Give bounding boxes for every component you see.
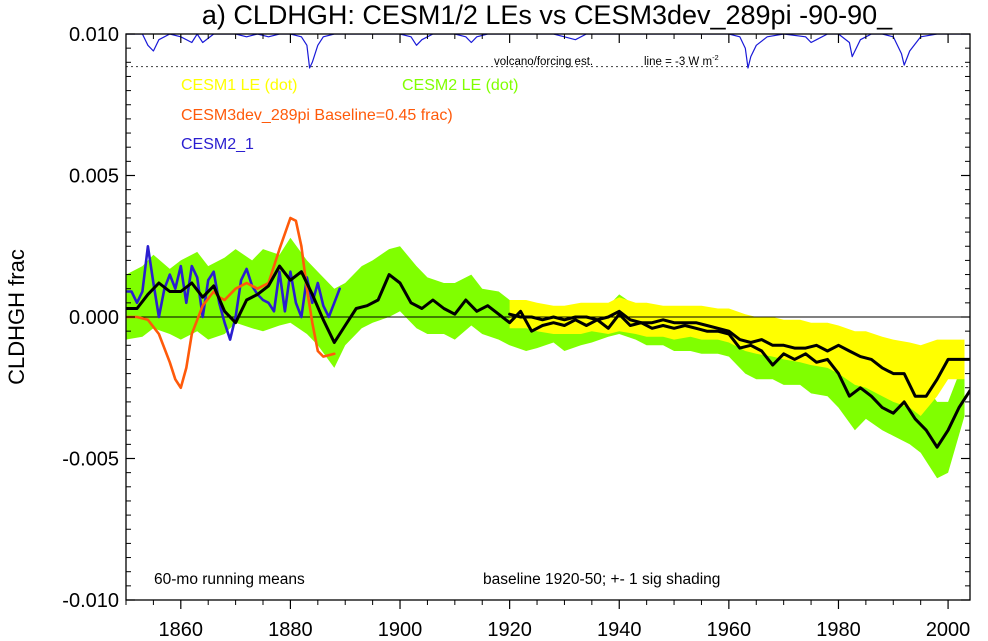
x-tick-label: 1900 <box>378 619 423 641</box>
series-lines <box>126 34 970 449</box>
x-tick-label: 1960 <box>707 619 752 641</box>
x-tick-label: 1880 <box>268 619 313 641</box>
legend-cesm2-le: CESM2 LE (dot) <box>402 77 518 94</box>
x-tick-label: 1860 <box>159 619 204 641</box>
axes: 0.010 0.005 0.000 -0.005 -0.010 1860 1880 1900 1… <box>62 24 971 641</box>
y-tick-label: 0.010 <box>69 24 119 46</box>
series-cesm2-1 <box>126 245 342 341</box>
y-tick-label: 0.000 <box>69 307 119 329</box>
series-cesm2-le-mean <box>126 264 970 449</box>
shading-bands <box>126 237 965 479</box>
x-tick-label: 1940 <box>597 619 642 641</box>
legend-cesm2-1: CESM2_1 <box>181 136 254 153</box>
x-tick-label: 2000 <box>926 619 971 641</box>
forcing-line-label: line = -3 W m-2 <box>644 53 719 68</box>
legend-cesm3dev: CESM3dev_289pi Baseline=0.45 frac) <box>181 107 453 124</box>
baseline-note: baseline 1920-50; +- 1 sig shading <box>483 571 720 588</box>
forcing-line-text: line = -3 W m <box>644 56 712 68</box>
legend: CESM1 LE (dot) CESM2 LE (dot) CESM3dev_2… <box>181 77 518 153</box>
volcano-label: volcano/forcing est. <box>494 56 593 68</box>
y-axis-label: CLDHGH frac <box>4 249 29 385</box>
x-tick-label: 1920 <box>487 619 532 641</box>
forcing-line-sup: -2 <box>712 53 719 62</box>
plot-area <box>126 34 970 479</box>
y-tick-label: -0.005 <box>62 449 119 471</box>
series-cesm1-le-mean <box>508 309 970 398</box>
chart-title: a) CLDHGH: CESM1/2 LEs vs CESM3dev_289pi… <box>202 0 893 30</box>
running-mean-note: 60-mo running means <box>154 571 305 588</box>
y-tick-label: -0.010 <box>62 590 119 612</box>
y-tick-label: 0.005 <box>69 166 119 188</box>
x-tick-label: 1980 <box>816 619 861 641</box>
band-cesm1-le-dot <box>509 297 965 416</box>
legend-cesm1-le: CESM1 LE (dot) <box>181 77 297 94</box>
